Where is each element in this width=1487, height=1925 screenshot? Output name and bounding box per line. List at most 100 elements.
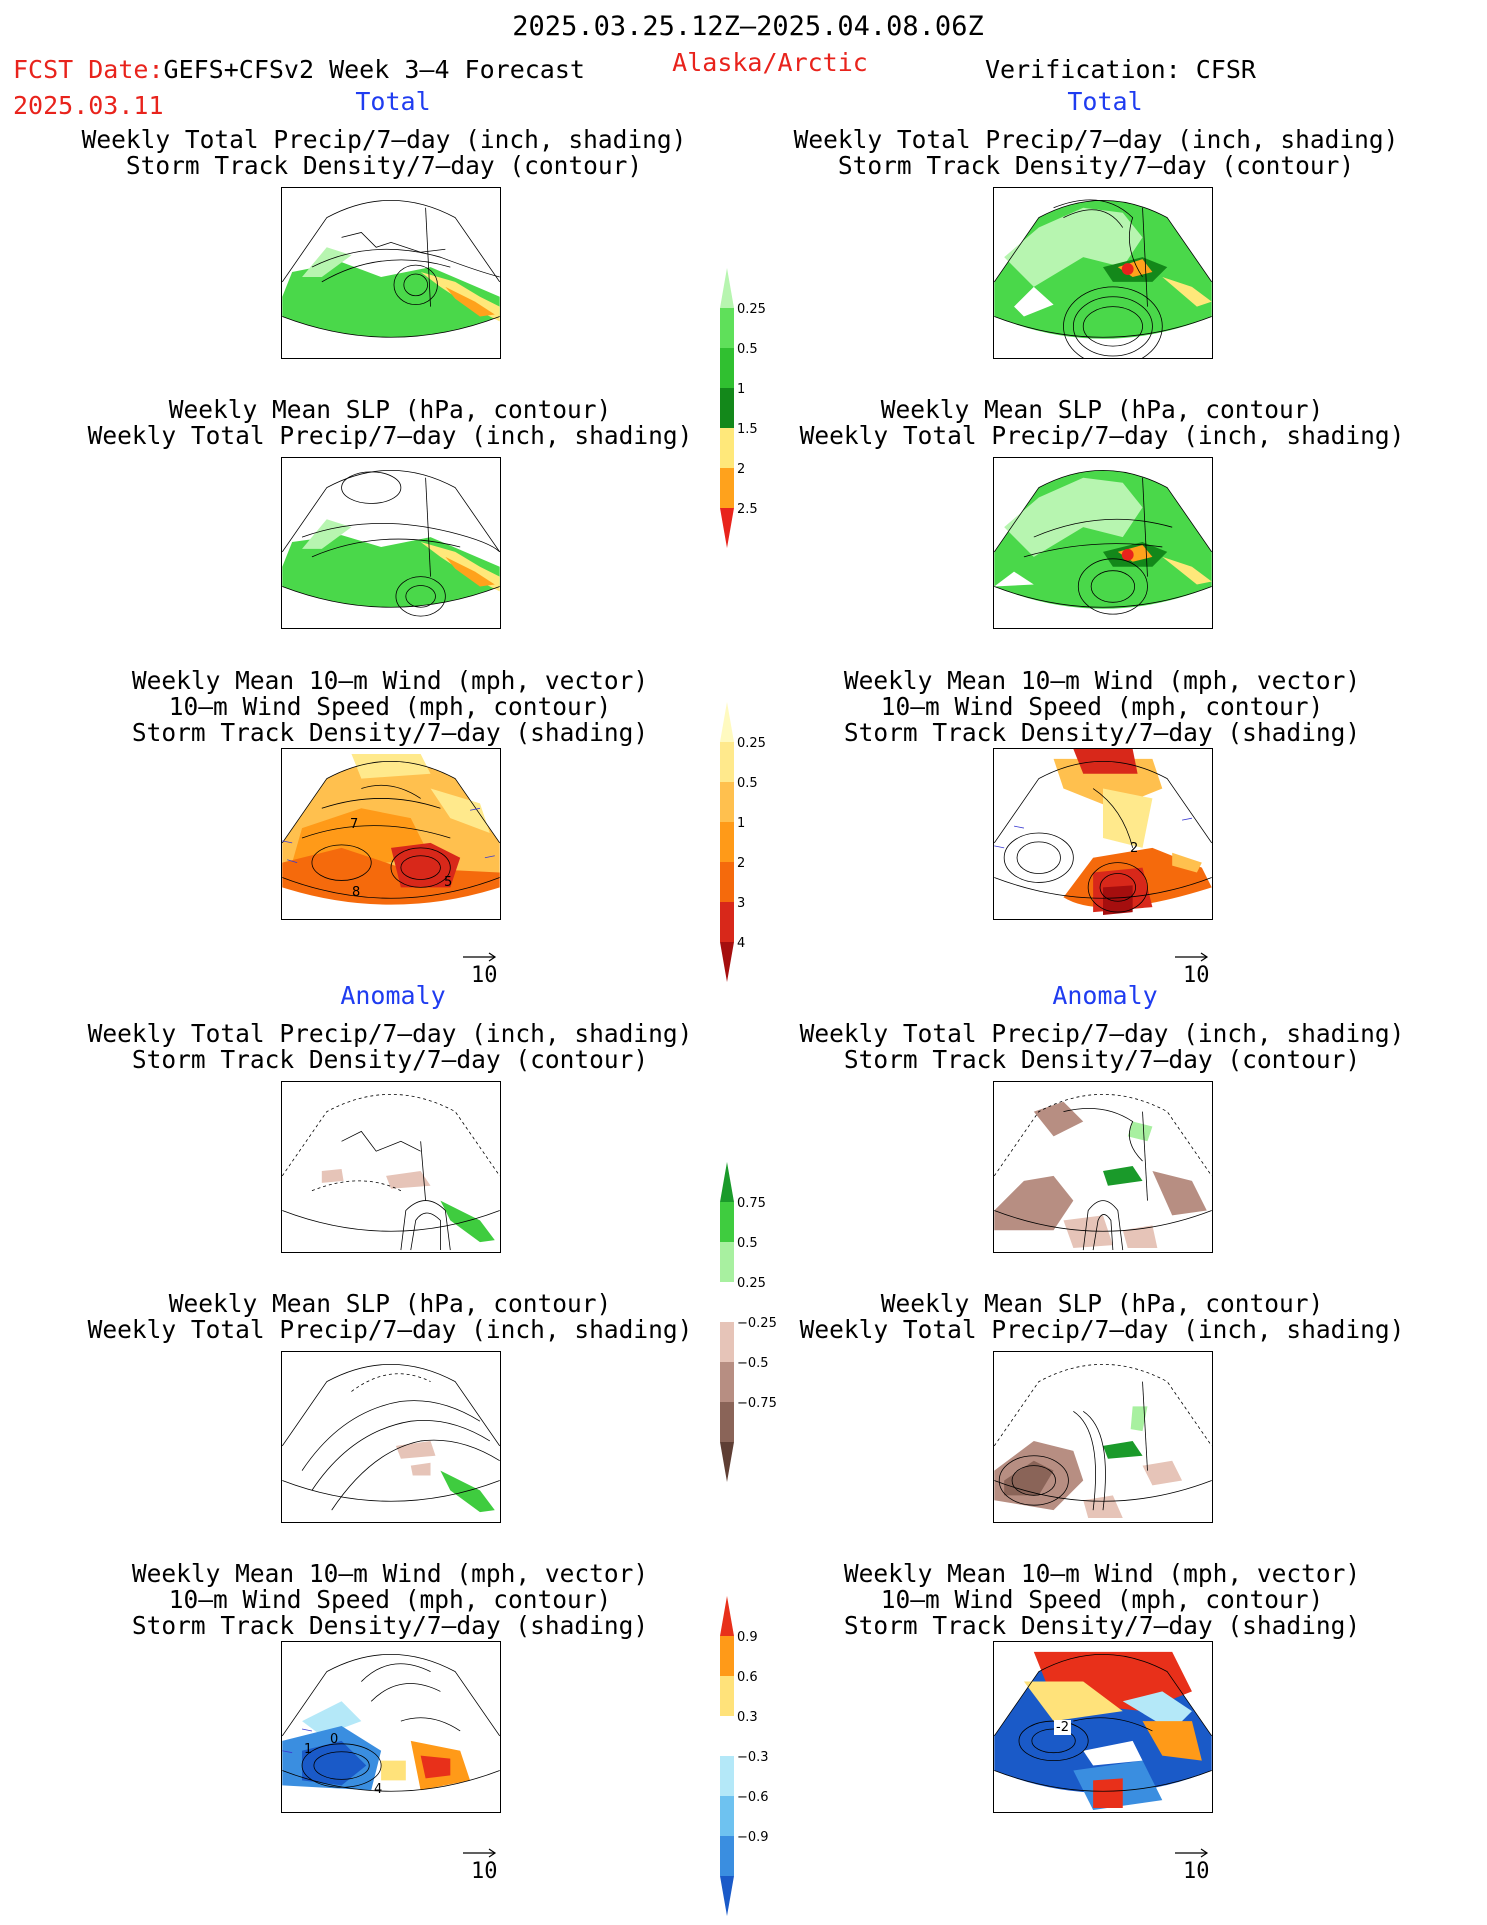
colorbar-segment [720, 1596, 734, 1636]
panel-title-precip-total-left: Weekly Total Precip/7–day (inch, shading… [81, 125, 687, 180]
colorbar-storm-total-svg: 0.25 0.5 1 2 3 4 [720, 702, 766, 982]
map-slp-total-right [993, 457, 1213, 629]
colorbar-segment [720, 1322, 734, 1362]
model-label: GEFS+CFSv2 Week 3–4 Forecast [163, 55, 585, 84]
colorbar-segment [720, 508, 734, 548]
colorbar-segment [720, 468, 734, 508]
map-slp-anom-left [281, 1351, 501, 1523]
panel-title-precip-anom-left: Weekly Total Precip/7–day (inch, shading… [87, 1019, 693, 1074]
colorbar-segment [720, 742, 734, 782]
region-label: Alaska/Arctic [672, 48, 868, 77]
colorbar-precip-total: 0.25 0.5 1 1.5 2 2.5 [718, 268, 798, 562]
colorbar-segment [720, 308, 734, 348]
fcst-label: FCST Date: [13, 55, 164, 84]
section-total-right: Total [1067, 87, 1143, 116]
colorbar-precip-total-svg: 0.25 0.5 1 1.5 2 2.5 [720, 268, 766, 548]
map-wind-anom-right: -2 [993, 1641, 1213, 1813]
wind-label-2: 2 [1130, 841, 1139, 856]
colorbar-segment [720, 1676, 734, 1716]
panel-title-wind-total-right: Weekly Mean 10–m Wind (mph, vector) 10–m … [843, 666, 1361, 747]
colorbar-tick-label: 2.5 [737, 502, 758, 517]
colorbar-tick-label: 2 [737, 856, 745, 871]
wind-label-5: 5 [444, 875, 453, 890]
panel-title-wind-anom-left: Weekly Mean 10–m Wind (mph, vector) 10–m … [131, 1559, 649, 1640]
map-precip-anom-right [993, 1081, 1213, 1253]
colorbar-tick-label: 0.5 [737, 1236, 758, 1251]
colorbar-segment [720, 348, 734, 388]
colorbar-segment [720, 1282, 734, 1322]
colorbar-storm-anom: 0.9 0.6 0.3 −0.3 −0.6 −0.9 [718, 1596, 798, 1916]
map-wind-total-right: 2 [993, 748, 1213, 920]
panel-title-wind-anom-right: Weekly Mean 10–m Wind (mph, vector) 10–m … [843, 1559, 1361, 1640]
colorbar-segment [720, 862, 734, 902]
map-slp-total-left [281, 457, 501, 629]
wind-anom-label-neg2: -2 [1054, 1720, 1071, 1735]
colorbar-segment [720, 822, 734, 862]
colorbar-tick-label: 0.6 [737, 1670, 758, 1685]
colorbar-segment [720, 942, 734, 982]
colorbar-tick-label: 1.5 [737, 422, 758, 437]
fcst-date: 2025.03.11 [13, 91, 164, 120]
colorbar-tick-label: −0.5 [737, 1356, 769, 1371]
panel-title-slp-anom-left: Weekly Mean SLP (hPa, contour) Weekly Tot… [87, 1289, 693, 1344]
colorbar-segment [720, 1836, 734, 1876]
panel-title-slp-total-left: Weekly Mean SLP (hPa, contour) Weekly Tot… [87, 395, 693, 450]
colorbar-segment [720, 1242, 734, 1282]
panel-title-slp-anom-right: Weekly Mean SLP (hPa, contour) Weekly Tot… [799, 1289, 1405, 1344]
colorbar-tick-label: 3 [737, 896, 745, 911]
colorbar-segment [720, 902, 734, 942]
colorbar-segment [720, 782, 734, 822]
colorbar-segment [720, 1402, 734, 1442]
wind-anom-label-0: 0 [330, 1732, 339, 1747]
colorbar-tick-label: 1 [737, 382, 745, 397]
colorbar-precip-anom: 0.75 0.5 0.25 −0.25 −0.5 −0.75 [718, 1162, 798, 1482]
panel-title-precip-anom-right: Weekly Total Precip/7–day (inch, shading… [799, 1019, 1405, 1074]
map-precip-anom-left [281, 1081, 501, 1253]
panel-title-wind-total-left: Weekly Mean 10–m Wind (mph, vector) 10–m … [131, 666, 649, 747]
colorbar-segment [720, 1202, 734, 1242]
colorbar-segment [720, 428, 734, 468]
colorbar-segment [720, 1362, 734, 1402]
colorbar-precip-anom-svg: 0.75 0.5 0.25 −0.25 −0.5 −0.75 [720, 1162, 777, 1482]
colorbar-segment [720, 1876, 734, 1916]
wind-label-8: 8 [352, 885, 361, 900]
verification-label: Verification: CFSR [985, 55, 1256, 84]
colorbar-tick-label: −0.75 [737, 1396, 777, 1411]
vector-scale-total-right: 10 [1173, 950, 1233, 990]
vector-scale-anom-left: 10 [461, 1846, 521, 1886]
colorbar-tick-label: −0.3 [737, 1750, 769, 1765]
colorbar-tick-label: 0.3 [737, 1710, 758, 1725]
colorbar-storm-total: 0.25 0.5 1 2 3 4 [718, 702, 798, 996]
wind-label-7: 7 [350, 817, 359, 832]
section-anomaly-right: Anomaly [1052, 981, 1158, 1010]
colorbar-tick-label: 0.25 [737, 302, 766, 317]
colorbar-tick-label: 1 [737, 816, 745, 831]
colorbar-segment [720, 1162, 734, 1202]
colorbar-segment [720, 1756, 734, 1796]
colorbar-storm-anom-svg: 0.9 0.6 0.3 −0.3 −0.6 −0.9 [720, 1596, 769, 1916]
colorbar-tick-label: 0.5 [737, 342, 758, 357]
colorbar-tick-label: −0.6 [737, 1790, 769, 1805]
date-range-title: 2025.03.25.12Z–2025.04.08.06Z [512, 11, 984, 42]
wind-anom-label-4: 4 [374, 1782, 383, 1797]
colorbar-segment [720, 388, 734, 428]
colorbar-segment [720, 268, 734, 308]
vector-scale-total-left: 10 [461, 950, 521, 990]
section-total-left: Total [355, 87, 431, 116]
colorbar-segment [720, 1636, 734, 1676]
colorbar-tick-label: 2 [737, 462, 745, 477]
colorbar-tick-label: 0.75 [737, 1196, 766, 1211]
colorbar-segment [720, 1716, 734, 1756]
colorbar-tick-label: 4 [737, 936, 745, 951]
map-slp-anom-right [993, 1351, 1213, 1523]
colorbar-segment [720, 1442, 734, 1482]
colorbar-tick-label: 0.5 [737, 776, 758, 791]
map-wind-total-left: 7 8 5 [281, 748, 501, 920]
map-precip-total-right [993, 187, 1213, 359]
map-precip-total-left [281, 187, 501, 359]
colorbar-tick-label: 0.25 [737, 1276, 766, 1291]
colorbar-tick-label: −0.25 [737, 1316, 777, 1331]
map-wind-anom-left: 1 0 4 [281, 1641, 501, 1813]
colorbar-tick-label: 0.25 [737, 736, 766, 751]
fcst-date-label: FCST Date:GEFS+CFSv2 Week 3–4 Forecast [13, 57, 585, 83]
